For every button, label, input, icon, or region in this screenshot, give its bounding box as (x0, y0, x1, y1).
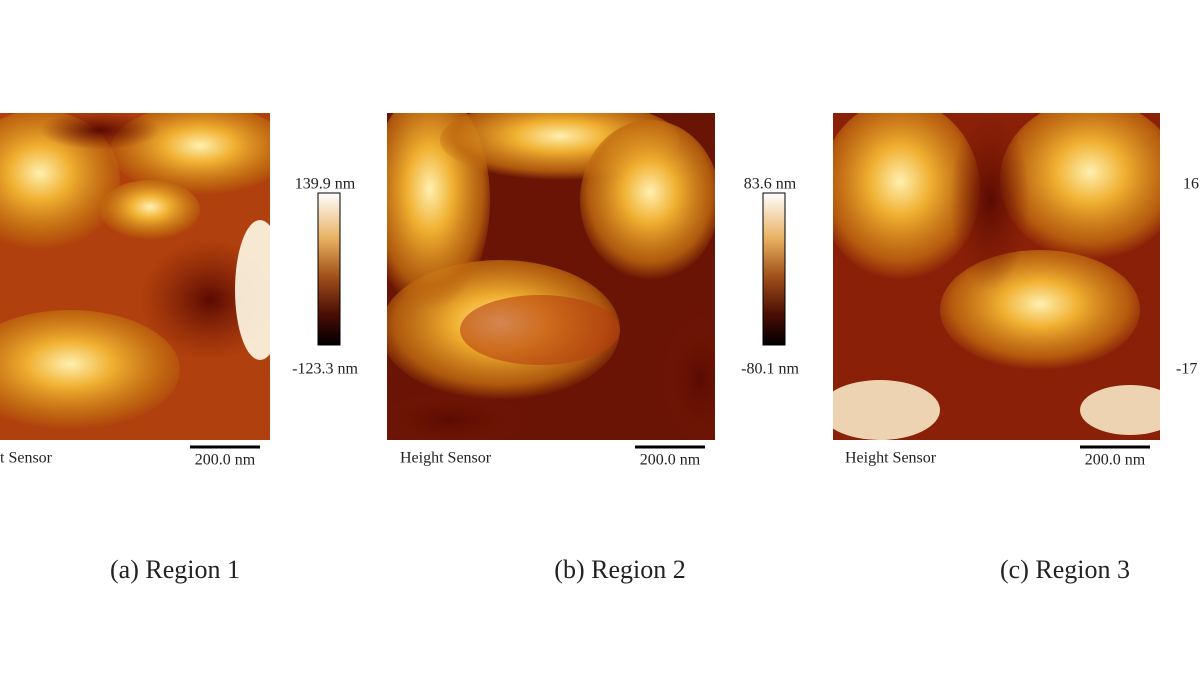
scale-label: 200.0 nm (1085, 452, 1146, 469)
colorbar-min: -17 (1176, 361, 1197, 378)
caption: (a) Region 1 (110, 555, 240, 584)
colorbar (762, 192, 786, 346)
colorbar-max: 16 (1183, 176, 1199, 193)
afm-image (0, 113, 270, 440)
scale-label: 200.0 nm (640, 452, 701, 469)
caption: (c) Region 3 (1000, 555, 1130, 584)
scale-label: 200.0 nm (195, 452, 256, 469)
sensor-label: t Sensor (0, 450, 53, 467)
sensor-label: Height Sensor (400, 450, 492, 467)
colorbar-min: -123.3 nm (292, 361, 358, 378)
afm-image (387, 113, 715, 440)
caption: (b) Region 2 (554, 555, 685, 584)
afm-image (833, 113, 1160, 440)
colorbar-min: -80.1 nm (741, 361, 799, 378)
colorbar (317, 192, 341, 346)
sensor-label: Height Sensor (845, 450, 937, 467)
colorbar-max: 83.6 nm (744, 176, 797, 193)
colorbar-max: 139.9 nm (295, 176, 356, 193)
